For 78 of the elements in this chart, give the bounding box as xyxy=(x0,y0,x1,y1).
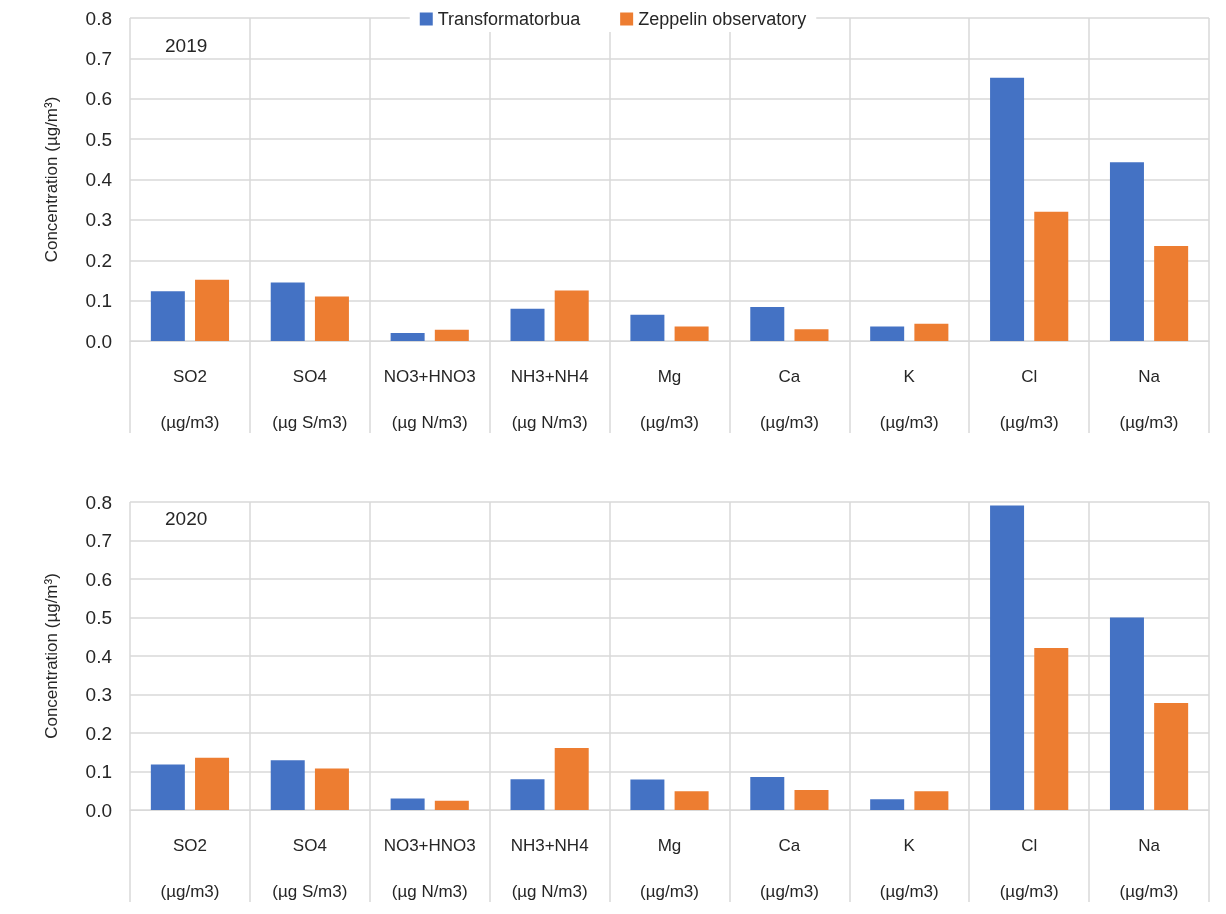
y-tick-label: 0.8 xyxy=(85,491,112,513)
bar xyxy=(914,323,949,341)
category-label: NH3+NH4 (µg N/m3) xyxy=(510,366,589,432)
category-label: Mg (µg/m3) xyxy=(640,835,699,901)
category-label: NO3+HNO3 (µg N/m3) xyxy=(383,366,476,432)
y-tick-label: 0.0 xyxy=(85,799,112,821)
bar xyxy=(794,789,829,810)
bar xyxy=(1154,246,1189,341)
bar xyxy=(195,757,230,810)
legend-label: Zeppelin observatory xyxy=(638,9,807,29)
bar xyxy=(270,760,305,810)
bar xyxy=(914,791,949,810)
y-tick-label: 0.6 xyxy=(85,88,112,110)
bar xyxy=(870,326,905,341)
bar xyxy=(434,329,469,341)
y-tick-label: 0.2 xyxy=(85,722,112,744)
bar xyxy=(674,791,709,810)
annotation: 2020 xyxy=(165,508,208,529)
category-label: Cl (µg/m3) xyxy=(999,835,1059,901)
bar xyxy=(150,291,185,341)
bar xyxy=(630,314,665,341)
y-tick-label: 0.6 xyxy=(85,568,112,590)
y-tick-label: 0.8 xyxy=(85,7,112,29)
bar xyxy=(554,290,589,341)
bar xyxy=(1034,647,1069,810)
bar xyxy=(1154,702,1189,810)
bar xyxy=(510,308,545,341)
y-axis-title: Concentration (µg/m³) xyxy=(42,573,61,739)
bar xyxy=(314,296,349,341)
annotation: 2019 xyxy=(165,35,208,56)
category-label: Na (µg/m3) xyxy=(1119,366,1179,432)
bar xyxy=(510,779,545,810)
category-label: Ca (µg/m3) xyxy=(759,366,819,432)
category-label: SO2 (µg/m3) xyxy=(160,835,220,901)
bar xyxy=(554,748,589,810)
bar xyxy=(434,800,469,810)
bar xyxy=(314,768,349,810)
bar xyxy=(1109,617,1144,810)
bar xyxy=(630,779,665,810)
bar xyxy=(390,332,425,341)
bar xyxy=(870,799,905,810)
y-tick-label: 0.0 xyxy=(85,330,112,352)
bar xyxy=(1034,211,1069,341)
category-label: Cl (µg/m3) xyxy=(999,366,1059,432)
y-tick-label: 0.1 xyxy=(85,761,112,782)
y-tick-label: 0.3 xyxy=(85,209,112,231)
y-tick-label: 0.1 xyxy=(85,290,112,312)
category-label: Mg (µg/m3) xyxy=(640,366,699,432)
y-tick-label: 0.7 xyxy=(85,47,112,69)
y-tick-label: 0.4 xyxy=(85,169,113,190)
bar xyxy=(195,279,230,341)
y-tick-label: 0.2 xyxy=(85,249,112,271)
bar xyxy=(674,326,709,341)
category-label: K (µg/m3) xyxy=(879,835,939,901)
bar xyxy=(750,307,785,341)
y-tick-label: 0.4 xyxy=(85,645,113,667)
category-label: NH3+NH4 (µg N/m3) xyxy=(510,835,589,901)
bar xyxy=(750,776,785,810)
y-tick-label: 0.7 xyxy=(85,530,112,551)
category-label: NO3+HNO3 (µg N/m3) xyxy=(383,835,476,901)
y-tick-label: 0.5 xyxy=(85,128,112,150)
y-axis-title: Concentration (µg/m³) xyxy=(42,96,61,263)
bar xyxy=(150,764,185,810)
bar xyxy=(990,77,1025,341)
category-label: Ca (µg/m3) xyxy=(759,835,819,901)
bar xyxy=(1109,162,1144,341)
legend-label: Transformatorbua xyxy=(437,9,582,29)
bar xyxy=(270,282,305,341)
y-tick-label: 0.3 xyxy=(85,684,112,705)
y-tick-label: 0.5 xyxy=(85,607,112,628)
category-label: SO2 (µg/m3) xyxy=(160,366,220,432)
bar xyxy=(390,798,425,810)
category-label: K (µg/m3) xyxy=(879,366,939,432)
bar xyxy=(990,505,1025,810)
category-label: SO4 (µg S/m3) xyxy=(272,835,348,901)
bar xyxy=(794,329,829,341)
category-label: Na (µg/m3) xyxy=(1119,835,1179,901)
category-label: SO4 (µg S/m3) xyxy=(272,366,348,432)
